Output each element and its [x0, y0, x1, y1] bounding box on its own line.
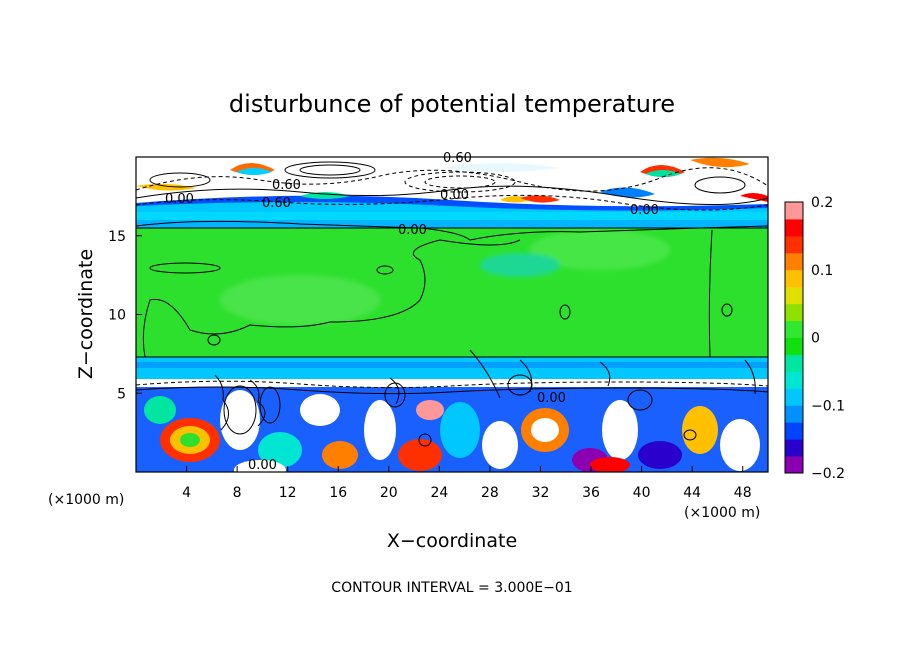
contour-label: 0.60: [262, 196, 291, 211]
x-tick-label: 36: [582, 485, 600, 501]
x-tick-label: 8: [233, 485, 242, 501]
colorbar-swatch: [785, 388, 803, 406]
colorbar-ticks: 0.2 0.1 0 −0.1 −0.2: [811, 195, 845, 482]
y-tick-label: 10: [108, 308, 126, 324]
colorbar-swatch: [785, 235, 803, 254]
contour-label: 0.00: [165, 192, 194, 207]
contour-label: 0.00: [440, 188, 469, 203]
field-lower-blue-strip: [136, 362, 768, 368]
colorbar-swatch: [785, 354, 803, 372]
colorbar-swatch: [785, 320, 803, 338]
x-axis-label: X−coordinate: [387, 530, 517, 552]
colorbar-swatch: [785, 456, 803, 474]
colorbar-swatch: [785, 218, 803, 237]
x-tick-label: 20: [380, 485, 398, 501]
colorbar-swatch: [785, 405, 803, 423]
x-unit-right: (×1000 m): [684, 505, 760, 521]
colorbar-tick-label: 0.2: [811, 195, 833, 211]
contour-lines: [136, 161, 768, 447]
colorbar-tick-label: 0.1: [811, 263, 833, 279]
x-tick-label: 4: [182, 485, 191, 501]
y-tick-label: 15: [108, 229, 126, 245]
chart-title: disturbunce of potential temperature: [229, 90, 675, 118]
colorbar-tick-label: −0.2: [811, 466, 845, 482]
colorbar-swatch: [785, 303, 803, 322]
contour-label: 0.00: [398, 223, 427, 238]
colorbar-swatch: [785, 269, 803, 288]
x-axis-ticks: 4 8 12 16 20 24 28 32 36 40 44 48: [182, 466, 752, 501]
x-tick-label: 28: [481, 485, 499, 501]
colorbar-swatch: [785, 422, 803, 440]
y-tick-label: 5: [117, 386, 126, 402]
colorbar-tick-label: −0.1: [811, 398, 845, 414]
contour-labels: 0.60 0.00 0.60 0.00 0.60 0.00 0.00 0.00 …: [165, 151, 659, 473]
x-tick-label: 48: [734, 485, 752, 501]
x-tick-label: 44: [683, 485, 701, 501]
colorbar-swatch: [785, 202, 803, 220]
contour-label: 0.00: [537, 391, 566, 406]
field-lower-white-strip: [136, 379, 768, 387]
colorbar-tick-label: 0: [811, 331, 820, 347]
colorbar-frame: [784, 201, 804, 474]
colorbar-swatch: [785, 286, 803, 305]
colorbar-swatch: [785, 439, 803, 457]
x-tick-label: 12: [279, 485, 297, 501]
colorbar-swatch: [785, 337, 803, 355]
y-axis-label: Z−coordinate: [75, 249, 97, 379]
x-unit-left: (×1000 m): [48, 492, 124, 508]
field-green-patches: [220, 230, 670, 325]
contour-label: 0.00: [630, 203, 659, 218]
contour-label: 0.00: [248, 458, 277, 473]
contour-label: 0.60: [443, 151, 472, 166]
contour-interval-note: CONTOUR INTERVAL = 3.000E−01: [331, 580, 572, 596]
field-boundary-blobs: [144, 390, 760, 472]
x-tick-label: 24: [430, 485, 448, 501]
field-top-colored-edges: [136, 157, 768, 212]
colorbar-swatch: [785, 371, 803, 389]
x-tick-label: 16: [329, 485, 347, 501]
plot-area: [136, 157, 768, 472]
x-tick-label: 32: [532, 485, 550, 501]
colorbar: [784, 201, 804, 474]
contour-label: 0.60: [272, 178, 301, 193]
x-tick-label: 40: [633, 485, 651, 501]
colorbar-swatch: [785, 252, 803, 271]
field-upper-cyan-inner: [136, 212, 768, 220]
y-axis-ticks: 5 10 15: [108, 229, 142, 402]
